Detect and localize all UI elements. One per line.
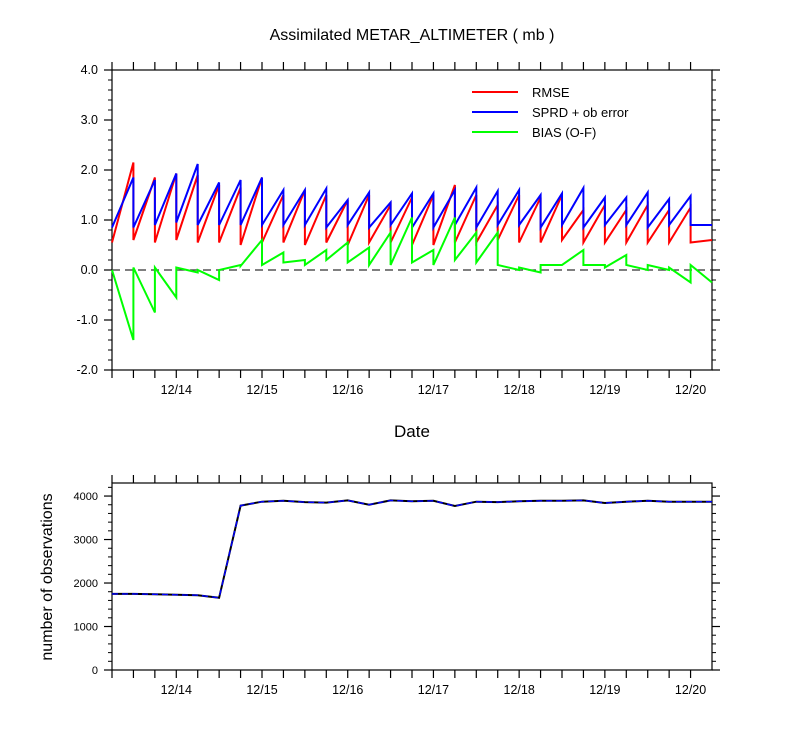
legend-label: RMSE <box>532 85 570 100</box>
obs-count-line-dashed <box>112 499 712 599</box>
x-tick-label: 12/16 <box>332 383 363 397</box>
x-tick-label: 12/17 <box>418 683 449 697</box>
x-tick-label: 12/15 <box>246 383 277 397</box>
bottom-chart-panel: 12/14 12/15 12/16 12/17 12/18 12/19 12/20 0 1000… <box>39 475 720 697</box>
y-tick-label: 1.0 <box>81 213 98 227</box>
x-tick-label: 12/14 <box>161 683 192 697</box>
y-tick-label: 0 <box>92 665 98 677</box>
series-line-spread <box>111 163 712 232</box>
x-axis-label: Date <box>394 422 430 441</box>
obs-count-line <box>112 499 712 599</box>
x-tick-label: 12/17 <box>418 383 449 397</box>
y-tick-label: 4.0 <box>81 63 98 77</box>
y-tick-label: 1000 <box>74 622 98 634</box>
x-tick-label: 12/14 <box>161 383 192 397</box>
x-tick-label: 12/19 <box>589 683 620 697</box>
plot-frame <box>111 482 713 671</box>
y-tick-label: 2.0 <box>81 163 98 177</box>
legend-label: SPRD + ob error <box>532 105 629 120</box>
x-tick-label: 12/16 <box>332 683 363 697</box>
legend-label: BIAS (O-F) <box>532 125 596 140</box>
y-tick-label: -2.0 <box>76 363 98 377</box>
y-tick-label: 3.0 <box>81 113 98 127</box>
x-tick-label: 12/20 <box>675 683 706 697</box>
x-tick-label: 12/18 <box>504 383 535 397</box>
series-line-bias <box>111 217 713 341</box>
y-tick-label: 2000 <box>74 578 98 590</box>
y-axis-label: number of observations <box>39 493 56 660</box>
chart-title: Assimilated METAR_ALTIMETER ( mb ) <box>270 27 555 44</box>
y-tick-label: -1.0 <box>76 313 98 327</box>
y-tick-label: 4000 <box>74 491 98 503</box>
x-tick-label: 12/20 <box>675 383 706 397</box>
y-tick-label: 0.0 <box>81 263 98 277</box>
y-tick-label: 3000 <box>74 535 98 547</box>
x-tick-label: 12/18 <box>504 683 535 697</box>
x-tick-label: 12/19 <box>589 383 620 397</box>
x-tick-label: 12/15 <box>246 683 277 697</box>
top-chart-panel: 12/14 12/15 12/16 12/17 12/18 12/19 12/20 -2.0 -… <box>76 27 720 441</box>
